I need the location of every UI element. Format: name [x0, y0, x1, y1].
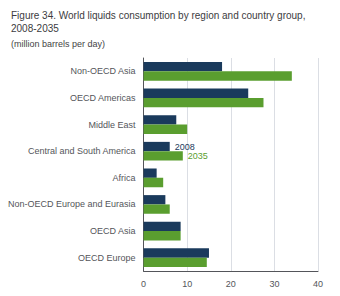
svg-text:OECD Americas: OECD Americas: [70, 93, 136, 103]
svg-text:Non-OECD Europe and Eurasia: Non-OECD Europe and Eurasia: [8, 199, 136, 209]
svg-text:40: 40: [313, 279, 323, 289]
svg-text:Central and South America: Central and South America: [28, 146, 136, 156]
svg-text:30: 30: [269, 279, 279, 289]
svg-text:OECD Europe: OECD Europe: [78, 253, 136, 263]
svg-text:Figure 34. World liquids consu: Figure 34. World liquids consumption by …: [11, 10, 305, 21]
svg-text:(million barrels per day): (million barrels per day): [11, 39, 105, 49]
svg-text:2008-2035: 2008-2035: [11, 23, 59, 34]
svg-text:2008: 2008: [174, 141, 195, 152]
svg-text:Middle East: Middle East: [89, 120, 137, 130]
svg-text:20: 20: [226, 279, 236, 289]
svg-text:2035: 2035: [188, 151, 208, 161]
svg-text:0: 0: [141, 279, 146, 289]
svg-text:10: 10: [182, 279, 192, 289]
svg-text:OECD Asia: OECD Asia: [90, 226, 136, 236]
svg-text:Africa: Africa: [113, 173, 136, 183]
svg-text:Non-OECD Asia: Non-OECD Asia: [71, 66, 136, 76]
